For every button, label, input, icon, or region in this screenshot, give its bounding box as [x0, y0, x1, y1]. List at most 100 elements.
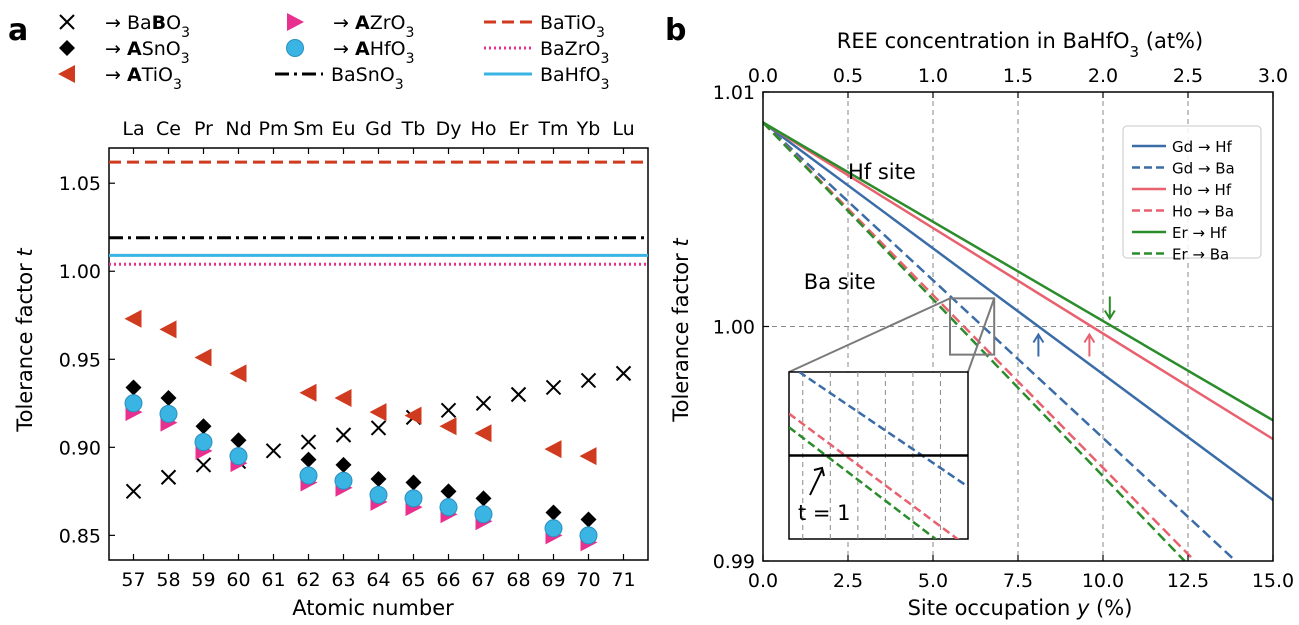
- legend-label-bold: A: [127, 64, 142, 86]
- point-ASnO3: [160, 390, 177, 407]
- point-BaBO3-b: [580, 372, 597, 389]
- panel-b: b REE concentration in BaHfO3 (at%) 0.00…: [665, 13, 1294, 620]
- panel-b-xtick-label: 5.0: [918, 570, 948, 592]
- zoom-connector: [967, 298, 996, 373]
- legend-label-Ho → Ba: Ho → Ba: [1172, 203, 1234, 221]
- legend-label-sub: 3: [181, 51, 190, 67]
- point-ATiO3: [334, 389, 352, 408]
- panel-b-xtick-label: 0.0: [748, 570, 778, 592]
- point-ASnO3: [580, 511, 597, 528]
- legend-marker-ATiO3: [58, 65, 75, 83]
- point-ASnO3: [370, 471, 387, 488]
- legend-frame: [1122, 125, 1262, 259]
- point-ATiO3: [369, 403, 387, 422]
- legend-label-AHfO3: → AHfO3: [333, 38, 415, 67]
- point-AHfO3: [474, 505, 493, 524]
- zoom-region: [949, 297, 996, 356]
- point-ASnO3: [440, 483, 457, 500]
- series-Ho → Hf: [763, 121, 1273, 441]
- legend-label-pre: BaZrO: [540, 38, 600, 60]
- panel-b-top-tick-label: 2.5: [1173, 65, 1203, 87]
- panel-a-element-label: Ce: [156, 118, 181, 140]
- panel-b-xtick-label: 10.0: [1082, 570, 1124, 592]
- panel-a-xtick-label: 58: [156, 569, 180, 591]
- legend-label-post: TiO: [141, 64, 173, 86]
- point-BaBO3: [510, 386, 527, 403]
- panel-a: a → BaBO3→ ASnO3→ ATiO3→ AZrO3→ AHfO3BaS…: [8, 12, 649, 620]
- point-ATiO3: [299, 383, 317, 402]
- panel-a-element-label: Er: [509, 118, 529, 140]
- point-ATiO3: [404, 406, 422, 425]
- legend-label-ATiO3: → ATiO3: [105, 64, 182, 93]
- point-BaBO3-b: [125, 483, 142, 500]
- point-BaBO3-b: [160, 469, 177, 485]
- point-AHfO3: [299, 466, 318, 485]
- series-Er → Ba: [763, 121, 1186, 561]
- legend-label-pre: BaHfO: [540, 64, 601, 86]
- panel-a-xtick-label: 65: [401, 569, 425, 591]
- panel-a-ylabel: Tolerance factor t: [13, 248, 37, 433]
- legend-label-BaTiO3_line: BaTiO3: [540, 12, 605, 41]
- arrow-Gd: [1032, 332, 1045, 357]
- zoom-connector: [788, 297, 951, 373]
- point-AHfO3: [579, 526, 598, 545]
- panel-a-ytick-label: 0.95: [59, 349, 101, 371]
- panel-b-xtick-label: 12.5: [1167, 570, 1209, 592]
- panel-a-element-label: Gd: [365, 118, 392, 140]
- panel-b-ytick-label: 0.99: [713, 551, 755, 573]
- inset-series-Gd → Ba: [797, 372, 968, 488]
- point-ATiO3: [579, 447, 597, 466]
- legend-label-bold: A: [355, 12, 370, 34]
- point-ASnO3: [405, 474, 422, 491]
- panel-a-element-label: Sm: [293, 118, 324, 140]
- point-ASnO3: [300, 451, 317, 468]
- point-ASnO3: [335, 456, 352, 473]
- legend-label-pre: → Ba: [105, 12, 152, 34]
- point-BaBO3-b: [195, 457, 212, 473]
- point-BaBO3: [370, 420, 387, 436]
- point-BaBO3-b: [615, 365, 632, 382]
- panel-a-ytick-label: 0.85: [59, 525, 101, 547]
- point-AHfO3: [194, 433, 213, 452]
- panel-b-top-tick-label: 1.5: [1003, 65, 1033, 87]
- point-BaBO3-b: [265, 443, 282, 459]
- point-BaBO3: [125, 483, 142, 500]
- panel-a-xlabel: Atomic number: [292, 596, 454, 620]
- panel-a-xtick-label: 59: [191, 569, 215, 591]
- panel-b-xtick-label: 15.0: [1252, 570, 1294, 592]
- point-ASnO3: [195, 418, 212, 435]
- panel-b-top-tick-label: 0.5: [833, 65, 863, 87]
- legend-label-sub: 3: [405, 25, 414, 41]
- legend-marker-ASnO3: [59, 40, 75, 56]
- inset-arrow-head: [813, 466, 825, 477]
- point-AHfO3: [159, 404, 178, 423]
- legend-label-Ho → Hf: Ho → Hf: [1172, 181, 1232, 199]
- point-ATiO3: [474, 424, 492, 443]
- point-AHfO3: [544, 519, 563, 538]
- legend-label-pre: →: [333, 38, 355, 60]
- point-BaBO3: [195, 457, 212, 473]
- point-ASnO3: [125, 379, 142, 396]
- point-BaBO3-b: [545, 379, 562, 396]
- legend-label-Er → Hf: Er → Hf: [1172, 224, 1227, 242]
- legend-label-sub: 3: [601, 77, 610, 93]
- point-AHfO3: [229, 447, 248, 466]
- panel-b-ytick-label: 1.01: [713, 82, 755, 104]
- panel-b-top-tick-label: 2.0: [1088, 65, 1118, 87]
- panel-a-ytick-label: 1.00: [59, 261, 101, 283]
- point-BaBO3: [265, 443, 282, 459]
- point-BaBO3: [545, 379, 562, 396]
- point-BaBO3-b: [300, 434, 317, 450]
- point-BaBO3: [580, 372, 597, 389]
- panel-a-element-label: Yb: [576, 118, 601, 140]
- point-BaBO3: [475, 395, 492, 412]
- legend-label-post: HfO: [370, 38, 406, 60]
- panel-b-legend: Gd → Hf Gd → Ba Ho → Hf Ho → Ba Er → Hf Er → …: [1122, 125, 1262, 264]
- legend-marker-BaBO3: [59, 14, 75, 30]
- series-Gd → Ba: [763, 121, 1237, 561]
- legend-marker-AHfO3: [286, 39, 304, 57]
- panel-a-element-label: Eu: [331, 118, 355, 140]
- panel-a-element-label: Tb: [401, 118, 426, 140]
- panel-a-xtick-label: 71: [611, 569, 635, 591]
- legend-label-pre: →: [105, 38, 127, 60]
